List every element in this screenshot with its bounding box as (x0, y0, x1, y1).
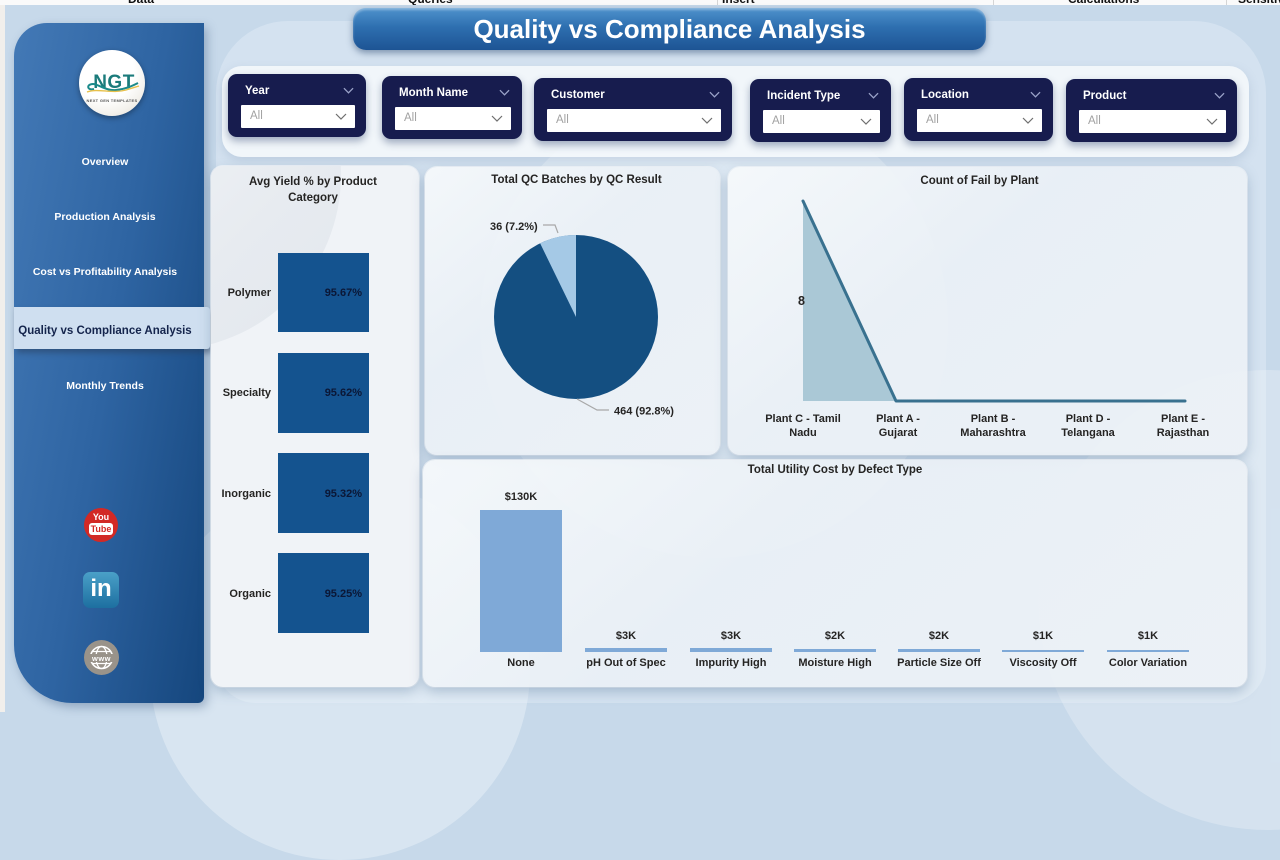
svg-text:464 (92.8%): 464 (92.8%) (614, 406, 674, 418)
svg-text:8: 8 (798, 294, 805, 308)
svg-text:36 (7.2%): 36 (7.2%) (490, 221, 538, 233)
